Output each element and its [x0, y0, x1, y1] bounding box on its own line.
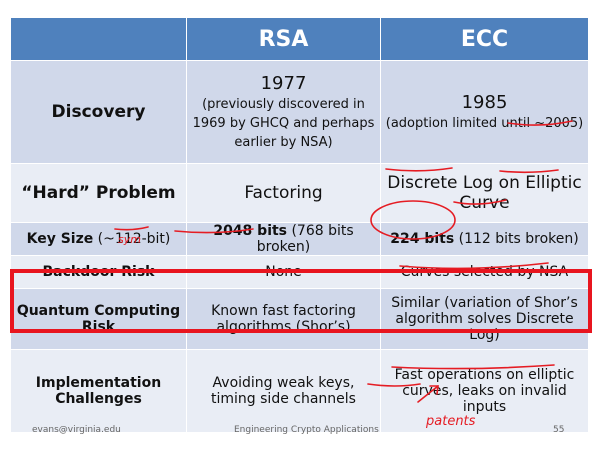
- row-label: Quantum Computing Risk: [10, 288, 187, 350]
- row-label: Discovery: [10, 60, 187, 164]
- row-label: Implementation Challenges: [10, 349, 187, 433]
- header-ecc: ECC: [380, 17, 589, 61]
- rsa-cell: Factoring: [186, 163, 381, 223]
- row-implementation: Implementation Challenges Avoiding weak …: [10, 349, 589, 433]
- row-label: Key Size (~112-bit): [10, 222, 187, 256]
- ecc-key-rest: (112 bits broken): [454, 231, 579, 247]
- footer-title: Engineering Crypto Applications: [234, 425, 379, 435]
- rsa-cell: Avoiding weak keys, timing side channels: [186, 349, 381, 433]
- header-rsa: RSA: [186, 17, 381, 61]
- row-label-sub: (~112-bit): [93, 231, 171, 247]
- row-label: “Hard” Problem: [10, 163, 187, 223]
- rsa-key-bits: 2048 bits: [213, 223, 288, 239]
- ecc-key-bits: 224 bits: [390, 231, 455, 247]
- header-empty: [10, 17, 187, 61]
- rsa-year: 1977: [260, 72, 307, 94]
- footer-email: evans@virginia.edu: [32, 425, 121, 435]
- rsa-cell: 1977 (previously discovered in 1969 by G…: [186, 60, 381, 164]
- row-discovery: Discovery 1977 (previously discovered in…: [10, 60, 589, 164]
- comparison-table: RSA ECC Discovery 1977 (previously disco…: [10, 17, 589, 433]
- rsa-note: (previously discovered in 1969 by GHCQ a…: [192, 96, 375, 150]
- ecc-note: (adoption limited until ~2005): [385, 115, 584, 131]
- row-quantum-risk: Quantum Computing Risk Known fast factor…: [10, 288, 589, 350]
- ecc-cell: Similar (variation of Shor’s algorithm s…: [380, 288, 589, 350]
- rsa-key-rest: (768 bits broken): [256, 223, 354, 255]
- row-label-main: Key Size: [26, 231, 94, 247]
- row-hard-problem: “Hard” Problem Factoring Discrete Log on…: [10, 163, 589, 223]
- header-row: RSA ECC: [10, 17, 589, 61]
- page-number: 55: [553, 425, 565, 435]
- ecc-cell: 1985 (adoption limited until ~2005): [380, 60, 589, 164]
- ecc-cell: Fast operations on elliptic curves, leak…: [380, 349, 589, 433]
- ecc-year: 1985: [461, 91, 508, 113]
- quantum-highlight-box: [10, 269, 592, 333]
- rsa-cell: 2048 bits (768 bits broken): [186, 222, 381, 256]
- ecc-cell: Discrete Log on Elliptic Curve: [380, 163, 589, 223]
- row-key-size: Key Size (~112-bit) 2048 bits (768 bits …: [10, 222, 589, 256]
- ecc-cell: 224 bits (112 bits broken): [380, 222, 589, 256]
